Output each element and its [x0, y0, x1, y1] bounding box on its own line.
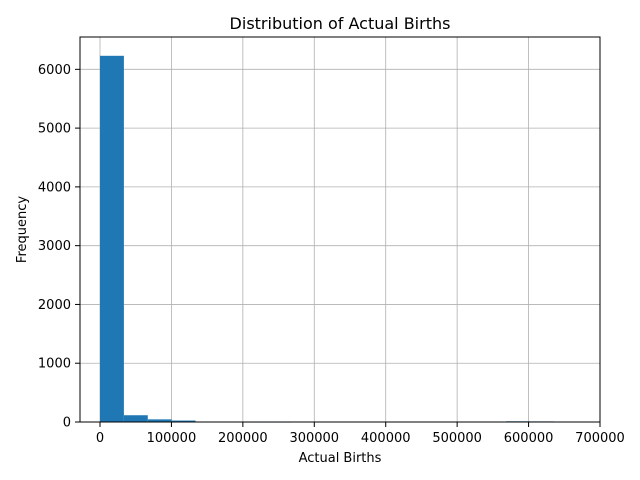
- x-axis-label: Actual Births: [299, 451, 382, 466]
- y-tick-label: 5000: [38, 122, 71, 137]
- y-axis-label: Frequency: [15, 196, 30, 263]
- x-tick-label: 400000: [361, 431, 411, 446]
- y-tick-label: 2000: [38, 298, 71, 313]
- y-tick-label: 6000: [38, 63, 71, 78]
- y-tick-label: 3000: [38, 239, 71, 254]
- x-tick-label: 600000: [504, 431, 554, 446]
- x-tick-label: 700000: [575, 431, 625, 446]
- histogram-bar: [100, 55, 124, 422]
- x-tick-label: 0: [96, 431, 104, 446]
- x-tick-label: 300000: [289, 431, 339, 446]
- y-tick-label: 4000: [38, 180, 71, 195]
- x-tick-label: 100000: [147, 431, 197, 446]
- grid-lines: [80, 37, 601, 423]
- chart-title: Distribution of Actual Births: [230, 14, 451, 33]
- plot-frame: [79, 36, 601, 423]
- y-tick-label: 0: [63, 416, 71, 431]
- x-tick-label: 500000: [432, 431, 482, 446]
- y-tick-label: 1000: [38, 357, 71, 372]
- histogram-bar: [147, 419, 172, 422]
- histogram-bar: [171, 420, 196, 422]
- axis-ticks: 0 100000 200000 300000 400000 500000 600000 700…: [38, 63, 625, 446]
- histogram-bar: [123, 415, 148, 422]
- x-tick-label: 200000: [218, 431, 268, 446]
